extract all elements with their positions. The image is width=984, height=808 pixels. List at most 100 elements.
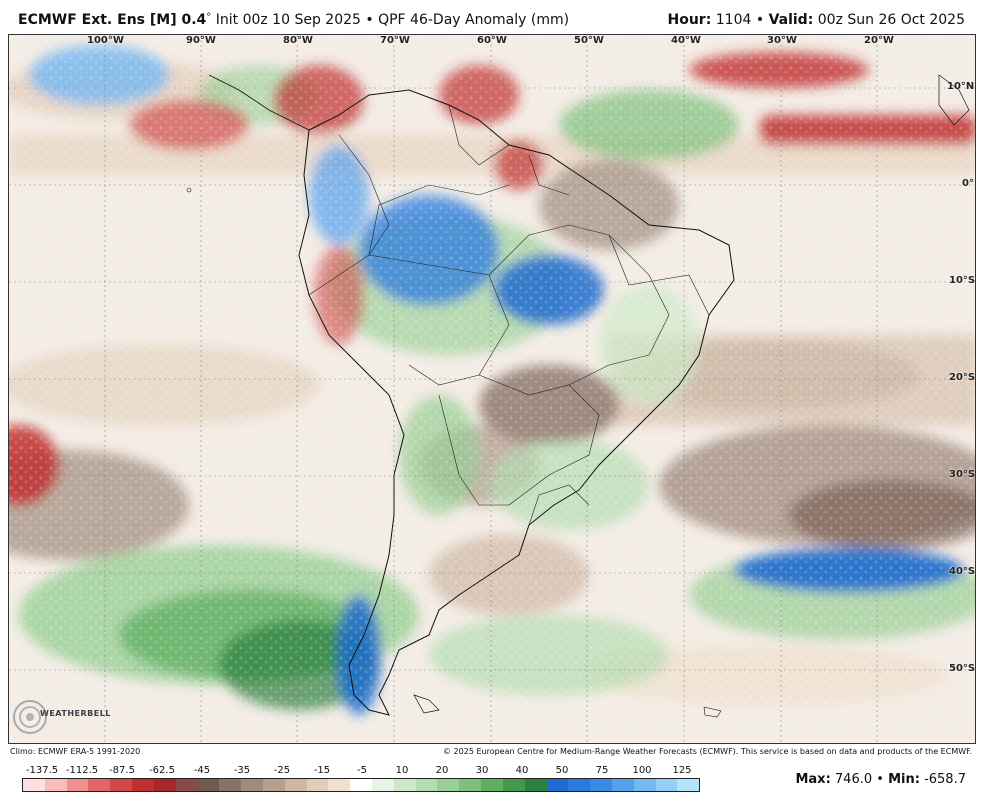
hour-label: Hour: — [667, 12, 712, 28]
legend-swatch — [175, 779, 198, 791]
copyright-note: © 2025 European Centre for Medium-Range … — [443, 747, 972, 756]
legend-swatch — [350, 779, 372, 791]
hour-value: 1104 — [715, 12, 752, 28]
south-georgia-outline — [703, 706, 722, 718]
model-name: ECMWF Ext. Ens [M] 0.4 — [18, 12, 207, 28]
legend-swatch — [633, 779, 656, 791]
legend-tick-label: -5 — [357, 765, 367, 776]
legend-tick-label: 20 — [435, 765, 449, 776]
legend-swatch — [568, 779, 591, 791]
logo-swirl-icon — [13, 700, 47, 734]
legend-swatch — [459, 779, 482, 791]
legend-tick-label: 10 — [395, 765, 409, 776]
climo-note: Climo: ECMWF ERA-5 1991-2020 — [10, 747, 141, 756]
legend-swatch — [393, 779, 416, 791]
lon-label-70w: 70°W — [380, 35, 410, 46]
lat-label-10s: 10°S — [949, 275, 976, 286]
legend-swatch — [677, 779, 700, 791]
country-borders — [308, 104, 710, 526]
min-label: Min: — [888, 772, 920, 787]
legend-tick-label: 50 — [555, 765, 569, 776]
legend-tick-label: -137.5 — [25, 765, 59, 776]
lon-label-20w: 20°W — [864, 35, 894, 46]
map-title: ECMWF Ext. Ens [M] 0.4° Init 00z 10 Sep … — [18, 12, 569, 28]
legend-swatch — [306, 779, 329, 791]
lon-label-30w: 30°W — [767, 35, 797, 46]
logo-text: WEATHERBELL — [40, 709, 111, 718]
legend-tick-label: 75 — [595, 765, 609, 776]
galapagos-marker — [186, 187, 192, 193]
legend-swatch — [372, 779, 394, 791]
lon-label-90w: 90°W — [186, 35, 216, 46]
legend-swatch — [110, 779, 133, 791]
africa-coastline — [938, 74, 970, 126]
map-panel: 100°W 90°W 80°W 70°W 60°W 50°W 40°W 30°W… — [8, 34, 976, 744]
legend-swatch — [611, 779, 634, 791]
lon-label-50w: 50°W — [574, 35, 604, 46]
init-time: Init 00z 10 Sep 2025 — [215, 12, 361, 28]
lat-label-20s: 20°S — [949, 372, 976, 383]
falklands-outline — [413, 694, 440, 714]
legend-swatch — [481, 779, 503, 791]
lon-label-100w: 100°W — [87, 35, 124, 46]
legend-tick-label: -62.5 — [149, 765, 175, 776]
legend-tick-label: -35 — [233, 765, 251, 776]
legend-tick-label: -15 — [313, 765, 331, 776]
anomaly-map — [9, 35, 975, 743]
legend-swatch — [328, 779, 351, 791]
lat-label-50s: 50°S — [949, 663, 976, 674]
legend-swatch — [132, 779, 154, 791]
lat-label-30s: 30°S — [949, 469, 976, 480]
lat-label-0: 0° — [962, 178, 974, 189]
valid-info: Hour: 1104 • Valid: 00z Sun 26 Oct 2025 — [667, 12, 965, 28]
legend-swatch — [502, 779, 525, 791]
legend-tick-label: -112.5 — [65, 765, 99, 776]
legend-tick-label: -45 — [193, 765, 211, 776]
legend-swatch — [219, 779, 242, 791]
legend-tick-label: -87.5 — [109, 765, 135, 776]
lon-label-80w: 80°W — [283, 35, 313, 46]
product-name: QPF 46-Day Anomaly (mm) — [378, 12, 570, 28]
stats-separator: • — [876, 772, 884, 787]
legend-tick-label: 40 — [515, 765, 529, 776]
legend-swatch — [655, 779, 678, 791]
legend-tick-label: 100 — [632, 765, 652, 776]
legend-swatch — [262, 779, 285, 791]
legend-swatch — [590, 779, 612, 791]
legend-colorbar — [22, 778, 700, 792]
legend-swatch — [524, 779, 547, 791]
max-min-stats: Max: 746.0 • Min: -658.7 — [795, 772, 966, 787]
legend-swatch — [44, 779, 67, 791]
graticule — [9, 35, 975, 743]
lat-label-10n: 10°N — [947, 81, 975, 92]
legend-swatch — [88, 779, 111, 791]
legend-tick-label: 30 — [475, 765, 489, 776]
title-separator: • — [365, 12, 374, 28]
legend-tick-label: 125 — [672, 765, 692, 776]
legend-swatch — [546, 779, 569, 791]
legend-tick-label: -25 — [273, 765, 291, 776]
legend-swatch — [66, 779, 89, 791]
weatherbell-logo: WEATHERBELL — [12, 696, 110, 738]
legend-swatch — [153, 779, 176, 791]
legend-swatch — [284, 779, 307, 791]
max-value: 746.0 — [834, 772, 873, 787]
degree-symbol: ° — [206, 12, 212, 23]
legend-swatch — [23, 779, 45, 791]
legend-swatch — [197, 779, 220, 791]
valid-label: Valid: — [768, 12, 814, 28]
south-america-coastline — [298, 89, 735, 716]
lon-label-60w: 60°W — [477, 35, 507, 46]
lon-label-40w: 40°W — [671, 35, 701, 46]
valid-separator: • — [755, 12, 765, 28]
texture-overlay — [9, 35, 975, 743]
central-america-coastline — [208, 74, 310, 131]
lat-label-40s: 40°S — [949, 566, 976, 577]
legend-swatch — [415, 779, 438, 791]
legend-swatch — [241, 779, 263, 791]
min-value: -658.7 — [924, 772, 966, 787]
header: ECMWF Ext. Ens [M] 0.4° Init 00z 10 Sep … — [0, 0, 984, 34]
legend-swatch — [437, 779, 460, 791]
valid-value: 00z Sun 26 Oct 2025 — [817, 12, 965, 28]
max-label: Max: — [795, 772, 831, 787]
